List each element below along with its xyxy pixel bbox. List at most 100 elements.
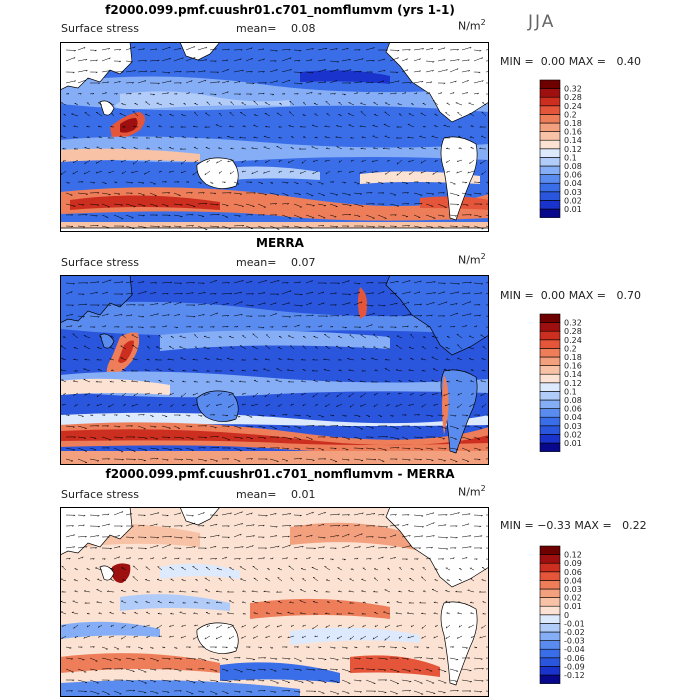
vector-arrowhead: [193, 522, 196, 525]
vector-arrowhead: [396, 657, 399, 660]
vector-arrowhead: [396, 173, 398, 176]
vector-arrow: [269, 690, 276, 693]
vector-arrow: [341, 69, 352, 73]
vector-arrowhead: [370, 192, 373, 194]
vector-arrow: [365, 679, 376, 684]
vector-arrowhead: [278, 404, 280, 407]
vector-arrow: [457, 392, 463, 396]
vector-arrowhead: [443, 82, 446, 85]
vector-arrow: [421, 635, 427, 639]
vector-arrow: [169, 170, 175, 173]
vector-arrowhead: [349, 637, 351, 640]
vector-arrow: [461, 436, 471, 440]
vector-arrow: [230, 380, 235, 383]
continent-eurasia: [60, 42, 133, 91]
colorbar-tick-label: 0.12: [564, 145, 582, 154]
vector-arrowhead: [466, 92, 468, 94]
vector-arrowhead: [238, 558, 241, 560]
vector-arrowhead: [120, 160, 123, 163]
vector-arrow: [401, 181, 408, 184]
vector-arrow: [89, 315, 100, 317]
vector-arrowhead: [251, 172, 254, 175]
vector-arrow: [73, 136, 79, 139]
panel-3-unit: N/m2: [458, 484, 486, 499]
vector-arrowhead: [169, 544, 171, 546]
vector-arrow: [302, 345, 307, 350]
vector-arrowhead: [131, 293, 134, 295]
vector-arrow: [216, 624, 223, 629]
vector-arrowhead: [278, 170, 281, 173]
vector-arrow: [173, 668, 182, 672]
vector-arrow: [365, 425, 374, 429]
vector-arrowhead: [285, 646, 288, 649]
vector-arrow: [86, 568, 91, 571]
vector-arrow: [230, 148, 235, 150]
vector-arrow: [446, 612, 451, 615]
vector-arrowhead: [358, 216, 361, 218]
vector-arrowhead: [301, 546, 304, 548]
vector-arrowhead: [384, 380, 387, 382]
vector-arrow: [149, 181, 156, 185]
vector-arrow: [137, 657, 146, 660]
vector-arrowhead: [278, 136, 281, 139]
vector-arrow: [233, 414, 241, 417]
vector-arrowhead: [216, 681, 219, 683]
vector-arrowhead: [310, 535, 313, 537]
vector-arrow: [181, 567, 187, 571]
vector-arrow: [257, 557, 265, 560]
vector-arrowhead: [80, 325, 82, 328]
vector-arrowhead: [469, 281, 472, 284]
anomaly-band: [60, 621, 160, 639]
vector-arrow: [77, 303, 88, 306]
vector-arrow: [384, 111, 391, 117]
colorbar-tick-label: 0.2: [564, 344, 577, 353]
vector-arrow: [324, 126, 331, 128]
vector-arrowhead: [335, 136, 338, 138]
vector-arrowhead: [73, 534, 75, 537]
vector-arrowhead: [71, 690, 73, 692]
vector-arrow: [395, 369, 403, 372]
vector-arrowhead: [253, 670, 256, 672]
vector-arrowhead: [263, 292, 266, 294]
vector-arrow: [437, 425, 447, 429]
vector-arrowhead: [250, 214, 253, 216]
vector-arrow: [204, 358, 211, 361]
vector-arrowhead: [311, 72, 314, 74]
vector-arrow: [89, 514, 100, 516]
vector-arrowhead: [349, 405, 351, 408]
colorbar-tick-label: -0.03: [564, 637, 585, 646]
vector-arrowhead: [371, 380, 374, 383]
vector-arrow: [149, 59, 160, 62]
vector-arrowhead: [467, 59, 470, 62]
vector-arrow: [323, 359, 331, 361]
vector-arrow: [371, 358, 379, 361]
vector-arrowhead: [410, 334, 413, 336]
vector-arrowhead: [394, 557, 396, 559]
vector-arrowhead: [323, 59, 326, 61]
vector-arrowhead: [469, 194, 472, 196]
vector-arrowhead: [288, 690, 291, 692]
vector-arrow: [221, 80, 229, 84]
vector-arrow: [158, 335, 163, 339]
vector-arrowhead: [73, 57, 76, 59]
vector-arrow: [425, 47, 434, 51]
vector-arrow: [65, 657, 73, 660]
vector-arrowhead: [298, 415, 301, 417]
vector-arrowhead: [277, 293, 279, 296]
vector-arrow: [161, 292, 169, 295]
vector-arrowhead: [241, 160, 243, 163]
vector-arrowhead: [215, 369, 217, 372]
vector-arrowhead: [227, 69, 229, 71]
vector-arrowhead: [61, 565, 64, 567]
vector-arrow: [89, 679, 99, 684]
vector-arrowhead: [360, 193, 362, 195]
vector-arrow: [101, 646, 108, 650]
vector-arrowhead: [419, 58, 421, 61]
vector-arrowhead: [349, 293, 351, 296]
vector-arrow: [269, 313, 277, 317]
vector-arrow: [420, 358, 427, 361]
vector-arrowhead: [250, 557, 253, 560]
vector-arrowhead: [422, 48, 424, 50]
vector-arrowhead: [287, 668, 289, 671]
vector-arrow: [382, 148, 391, 150]
